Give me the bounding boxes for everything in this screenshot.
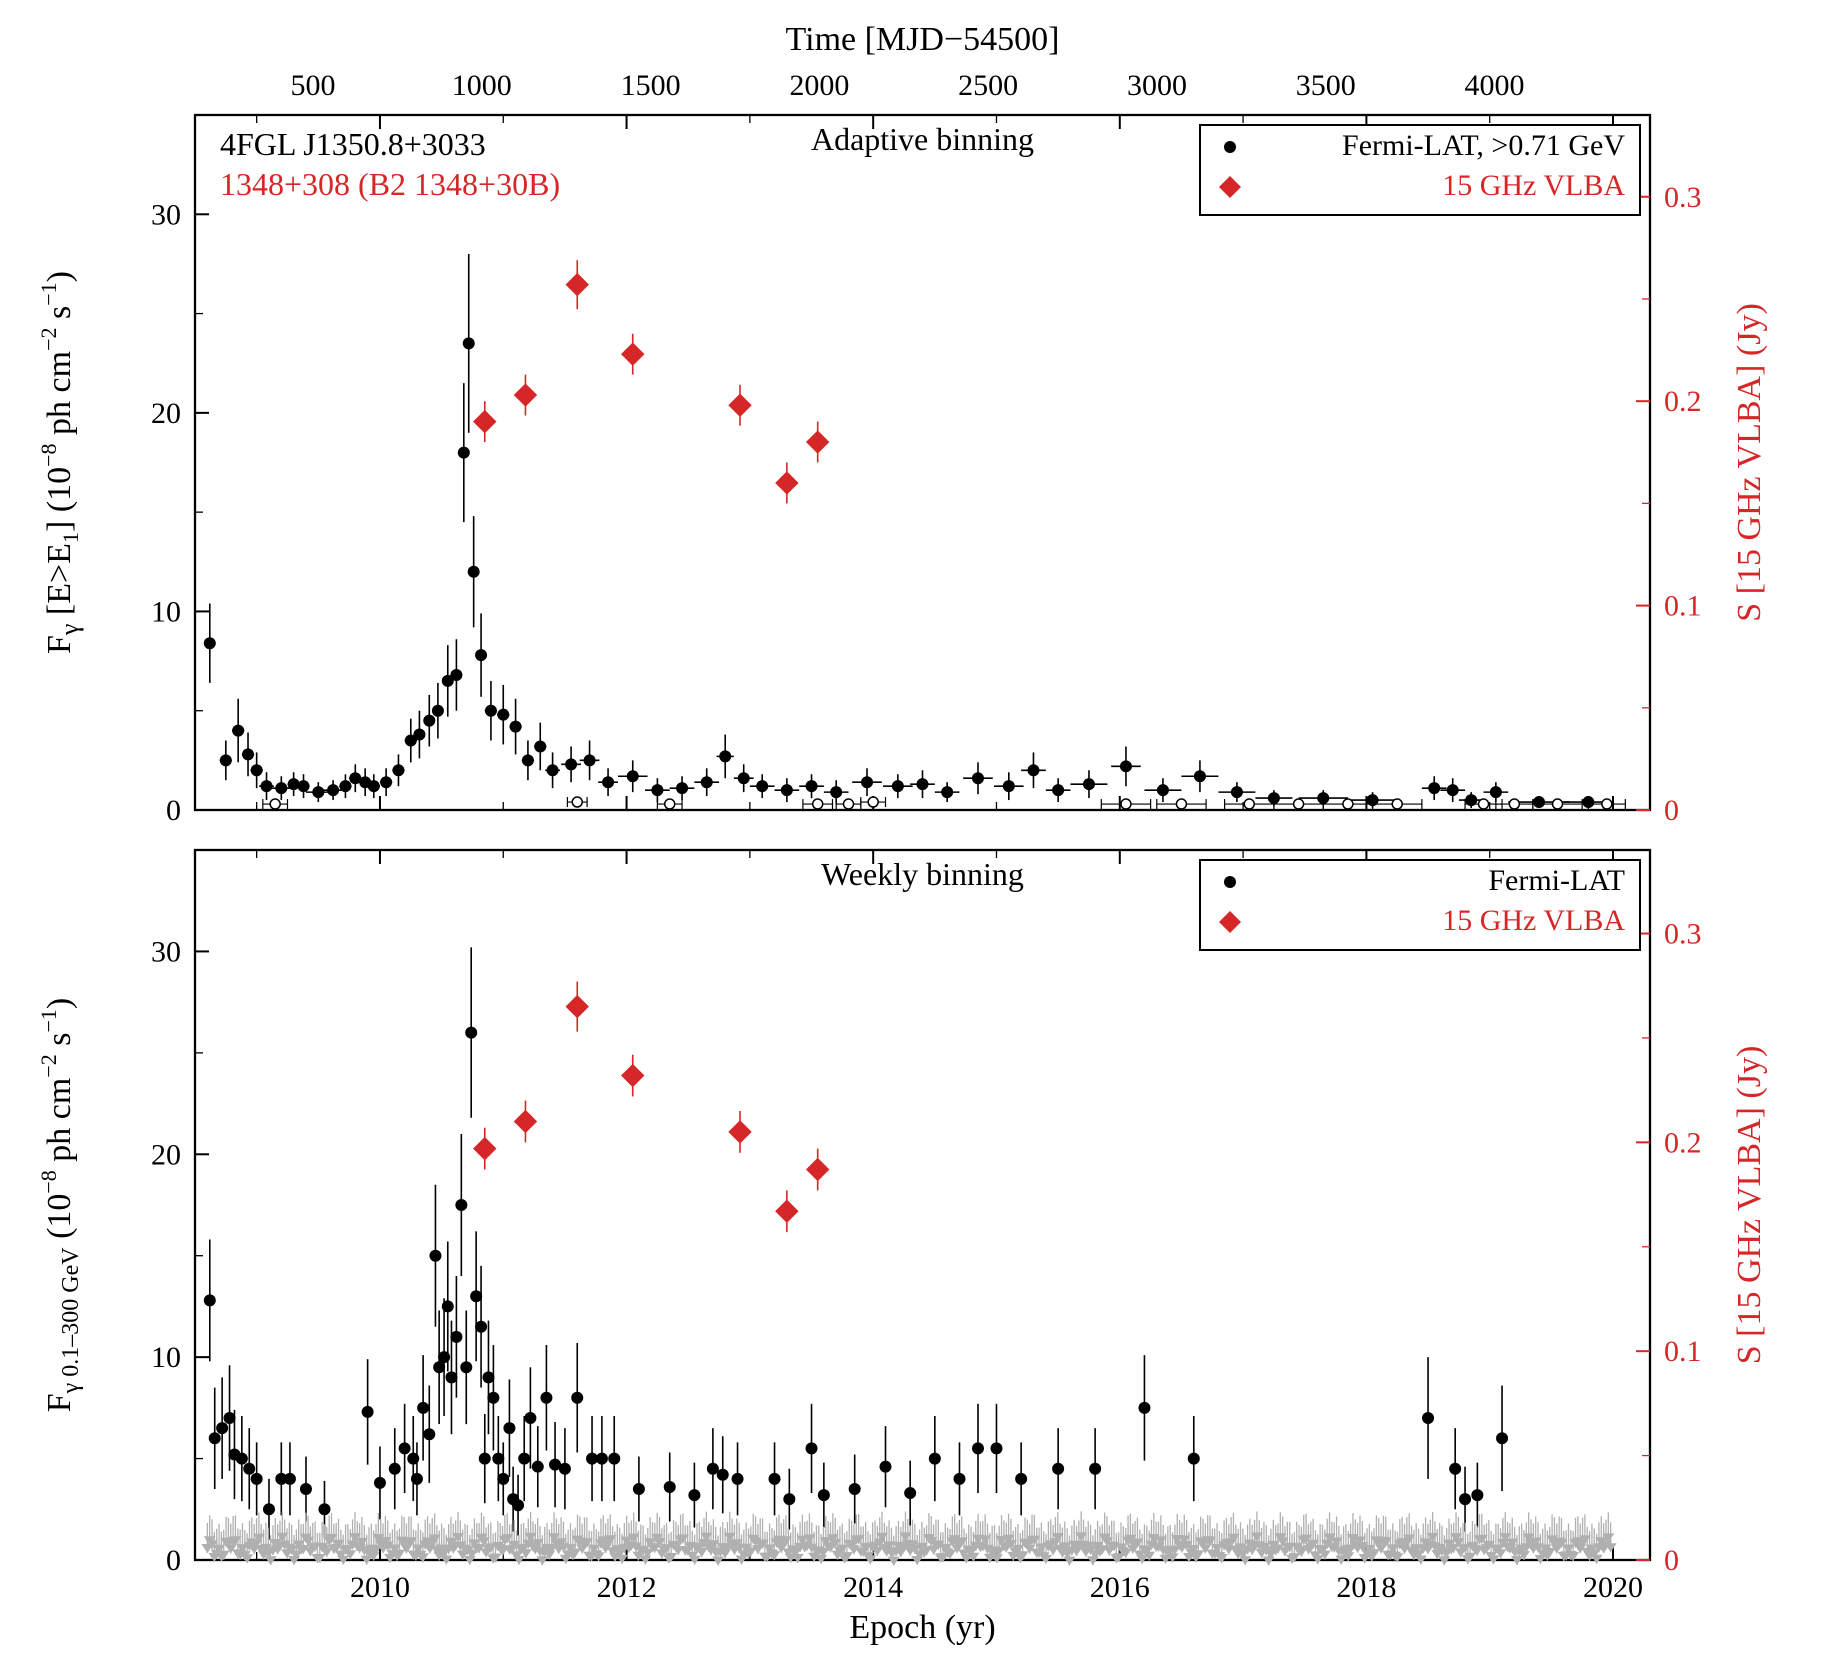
svg-text:1500: 1500 bbox=[621, 69, 681, 102]
svg-text:0: 0 bbox=[166, 794, 181, 827]
svg-text:3500: 3500 bbox=[1296, 69, 1356, 102]
svg-text:4000: 4000 bbox=[1465, 69, 1525, 102]
svg-text:500: 500 bbox=[290, 69, 335, 102]
svg-text:S [15 GHz VLBA] (Jy): S [15 GHz VLBA] (Jy) bbox=[1731, 303, 1768, 622]
svg-text:Weekly binning: Weekly binning bbox=[821, 856, 1024, 892]
svg-text:2012: 2012 bbox=[597, 1571, 657, 1604]
svg-text:2020: 2020 bbox=[1583, 1571, 1643, 1604]
svg-text:Fermi-LAT: Fermi-LAT bbox=[1488, 864, 1625, 897]
svg-text:1348+308 (B2 1348+30B): 1348+308 (B2 1348+30B) bbox=[220, 166, 560, 202]
svg-text:0: 0 bbox=[1664, 1544, 1679, 1577]
svg-text:S [15 GHz VLBA] (Jy): S [15 GHz VLBA] (Jy) bbox=[1731, 1046, 1768, 1365]
svg-text:0.2: 0.2 bbox=[1664, 385, 1702, 418]
svg-text:4FGL J1350.8+3033: 4FGL J1350.8+3033 bbox=[220, 126, 486, 162]
svg-text:0: 0 bbox=[166, 1544, 181, 1577]
svg-text:2500: 2500 bbox=[958, 69, 1018, 102]
svg-text:20: 20 bbox=[151, 397, 181, 430]
svg-text:Adaptive binning: Adaptive binning bbox=[811, 121, 1034, 157]
svg-text:Fγ 0.1–300 GeV (10−8 ph cm−2 s: Fγ 0.1–300 GeV (10−8 ph cm−2 s−1) bbox=[36, 998, 84, 1413]
svg-text:2014: 2014 bbox=[843, 1571, 903, 1604]
svg-text:2010: 2010 bbox=[350, 1571, 410, 1604]
svg-text:0.1: 0.1 bbox=[1664, 1335, 1702, 1368]
svg-text:Time [MJD−54500]: Time [MJD−54500] bbox=[786, 21, 1060, 58]
svg-text:10: 10 bbox=[151, 1341, 181, 1374]
svg-text:30: 30 bbox=[151, 935, 181, 968]
svg-text:Epoch (yr): Epoch (yr) bbox=[849, 1609, 995, 1646]
svg-text:0.3: 0.3 bbox=[1664, 181, 1702, 214]
svg-text:10: 10 bbox=[151, 595, 181, 628]
svg-text:3000: 3000 bbox=[1127, 69, 1187, 102]
svg-text:0.3: 0.3 bbox=[1664, 918, 1702, 951]
svg-text:2018: 2018 bbox=[1336, 1571, 1396, 1604]
svg-text:15 GHz VLBA: 15 GHz VLBA bbox=[1442, 169, 1625, 202]
svg-text:20: 20 bbox=[151, 1138, 181, 1171]
svg-text:0: 0 bbox=[1664, 794, 1679, 827]
svg-text:2016: 2016 bbox=[1090, 1571, 1150, 1604]
svg-text:Fγ [E>E1] (10−8 ph cm−2 s−1): Fγ [E>E1] (10−8 ph cm−2 s−1) bbox=[36, 271, 84, 654]
svg-text:0.2: 0.2 bbox=[1664, 1126, 1702, 1159]
svg-text:2000: 2000 bbox=[789, 69, 849, 102]
svg-text:15 GHz VLBA: 15 GHz VLBA bbox=[1442, 904, 1625, 937]
svg-text:1000: 1000 bbox=[452, 69, 512, 102]
svg-text:Fermi-LAT, >0.71 GeV: Fermi-LAT, >0.71 GeV bbox=[1342, 129, 1625, 162]
svg-text:0.1: 0.1 bbox=[1664, 590, 1702, 623]
svg-text:30: 30 bbox=[151, 198, 181, 231]
